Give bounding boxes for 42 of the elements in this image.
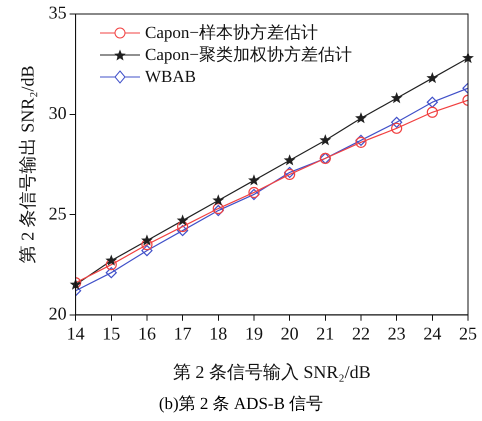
x-tick-label: 23 <box>388 323 406 344</box>
point <box>284 154 296 166</box>
legend-label: Capon−样本协方差估计 <box>145 22 318 44</box>
x-tick-label: 24 <box>423 323 442 344</box>
point <box>390 92 403 104</box>
point <box>141 239 153 250</box>
x-tick-label: 20 <box>280 323 299 344</box>
x-tick-label: 16 <box>138 323 156 344</box>
y-tick-label: 25 <box>48 203 67 224</box>
point <box>391 116 402 128</box>
point <box>141 234 153 246</box>
x-tick-label: 15 <box>102 323 120 344</box>
y-axis-title: 第 2 条信号输出 SNR₂/dB <box>18 65 38 264</box>
point <box>426 106 438 118</box>
point <box>176 214 189 226</box>
legend-label: WBAB <box>145 66 196 88</box>
y-tick-label: 20 <box>48 304 67 324</box>
point <box>319 134 332 146</box>
point <box>355 112 367 124</box>
point <box>177 220 188 232</box>
x-tick-label: 18 <box>209 323 228 344</box>
y-tick-label: 30 <box>48 103 67 123</box>
point <box>426 96 438 108</box>
point <box>105 254 118 266</box>
point <box>106 259 117 270</box>
text: (b)第 2 条 ADS-B 信号 <box>158 393 324 415</box>
point <box>426 72 438 84</box>
point <box>141 245 153 256</box>
legend-label: Capon−聚类加权协方差估计 <box>145 44 352 66</box>
x-tick-label: 21 <box>316 323 334 344</box>
point <box>391 122 402 134</box>
x-tick-label: 14 <box>66 323 85 344</box>
point <box>106 267 117 278</box>
point <box>177 224 188 236</box>
point <box>212 194 224 206</box>
x-tick-label: 17 <box>174 323 192 344</box>
x-axis-title: 第 2 条信号输入 SNR₂/dB <box>172 362 371 382</box>
x-tick-label: 22 <box>352 323 370 344</box>
y-tick-label: 35 <box>48 2 67 23</box>
x-tick-label: 25 <box>459 323 477 344</box>
point <box>248 174 260 186</box>
x-tick-label: 19 <box>244 323 263 344</box>
